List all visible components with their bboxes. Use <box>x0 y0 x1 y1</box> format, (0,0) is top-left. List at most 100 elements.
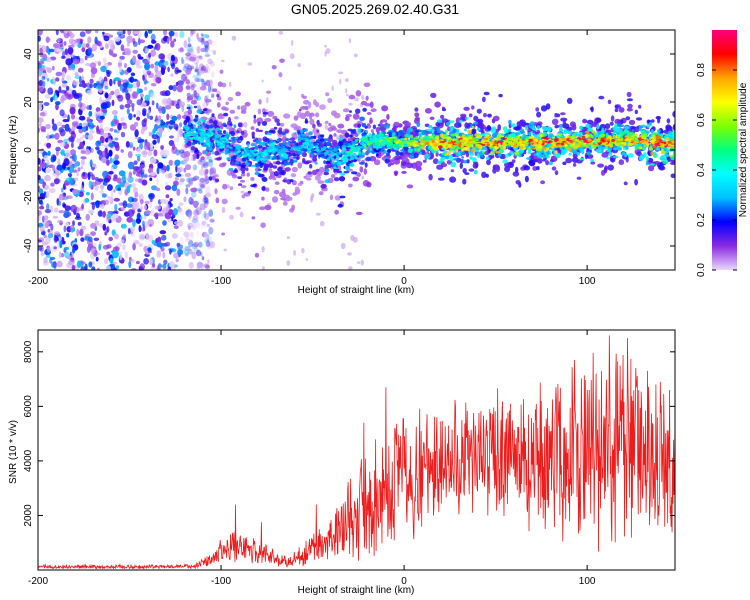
spectrogram-ridge-cell <box>304 110 311 117</box>
spectrogram-noise-cell <box>354 97 359 102</box>
spectrogram-ridge-cell <box>436 164 444 170</box>
spectrogram-noise-cell <box>119 65 122 73</box>
spectrogram-noise-cell <box>196 230 199 238</box>
spectrogram-noise-cell <box>207 84 212 93</box>
spectrogram-ridge-cell <box>292 192 298 196</box>
spectrogram-noise-cell <box>90 231 96 237</box>
spectrogram-ridge-cell <box>269 140 274 143</box>
spectrogram-noise-cell <box>169 248 172 255</box>
spectrogram-noise-cell <box>124 103 131 109</box>
spectrogram-noise-cell <box>110 190 114 198</box>
spectrogram-noise-cell <box>67 67 74 71</box>
spectrogram-ridge-cell <box>255 164 260 168</box>
spectrogram-ridge-cell <box>590 161 596 165</box>
spectrogram-noise-cell <box>82 172 86 177</box>
spectrogram-noise-cell <box>116 177 122 184</box>
spectrogram-noise-cell <box>192 225 197 231</box>
spectrogram-noise-cell <box>177 248 184 256</box>
spectrogram-ridge-cell <box>469 152 475 156</box>
spectrogram-noise-cell <box>100 65 107 73</box>
spectrogram-ridge-cell <box>613 147 617 151</box>
spectrogram-ridge-cell <box>386 131 392 135</box>
spectrogram-ridge-cell <box>301 151 307 158</box>
spectrogram-noise-cell <box>63 246 70 251</box>
spectrogram-ridge-cell <box>524 175 529 183</box>
spectrogram-noise-cell <box>198 241 203 248</box>
spectrogram-ridge-cell <box>618 159 625 166</box>
spectrogram-noise-cell <box>96 40 102 47</box>
spectrogram-noise-cell <box>155 43 161 51</box>
spectrogram-ridge-cell <box>339 176 346 182</box>
spectrogram-noise-cell <box>105 265 111 270</box>
spectrogram-noise-cell <box>187 208 192 216</box>
spectrogram-noise-cell <box>38 87 44 92</box>
spectrogram-noise-cell <box>155 76 162 84</box>
spectrogram-noise-cell <box>50 229 53 234</box>
spectrogram-ridge-cell <box>186 106 191 110</box>
spectrogram-noise-cell <box>142 220 145 228</box>
spectrogram-ridge-cell <box>486 124 491 131</box>
spectrogram-ridge-cell <box>519 119 526 127</box>
spectrogram-noise-cell <box>192 75 199 79</box>
spectrogram-ridge-cell <box>216 157 222 161</box>
spectrogram-ridge-cell <box>185 116 191 121</box>
spectrogram-noise-cell <box>195 62 198 69</box>
spectrogram-ridge-cell <box>192 124 196 127</box>
spectrogram-ridge-cell <box>201 144 207 147</box>
spectrogram-noise-cell <box>136 155 141 162</box>
spectrogram-noise-cell <box>172 266 176 270</box>
spectrogram-noise-cell <box>88 104 92 111</box>
spectrogram-ridge-cell <box>266 132 272 136</box>
spectrogram-ridge-cell <box>296 111 302 118</box>
spectrogram-ridge-cell <box>508 119 512 125</box>
spectrogram-ridge-cell <box>375 153 379 157</box>
spectrogram-ridge-cell <box>257 129 263 133</box>
spectrogram-ridge-cell <box>565 157 573 164</box>
spectrogram-ridge-cell <box>272 165 278 169</box>
spectrogram-noise-cell <box>58 193 66 201</box>
spectrogram-ridge-cell <box>278 142 284 146</box>
spectrogram-ridge-cell <box>260 222 266 228</box>
spectrogram-noise-cell <box>143 174 148 178</box>
spectrogram-noise-cell <box>211 93 215 98</box>
spectrogram-ridge-cell <box>543 149 549 152</box>
spectrogram-noise-cell <box>166 164 170 172</box>
spectrogram-ridge-cell <box>387 149 391 154</box>
spectrogram-noise-cell <box>160 246 165 252</box>
spectrogram-noise-cell <box>325 48 331 54</box>
spectrogram-noise-cell <box>172 208 178 216</box>
spectrogram-ridge-cell <box>231 160 235 164</box>
spectrogram-ridge-cell <box>568 147 572 152</box>
spectrogram-ridge-cell <box>449 150 455 153</box>
spectrogram-ridge-cell <box>559 127 562 131</box>
spectrogram-noise-cell <box>176 85 184 93</box>
spectrogram-ridge-cell <box>334 195 341 201</box>
spectrogram-noise-cell <box>127 227 131 235</box>
spectrogram-noise-cell <box>158 169 165 174</box>
spectrogram-ridge-cell <box>324 179 331 184</box>
spectrogram-ridge-cell <box>359 142 365 146</box>
spectrogram-ridge-cell <box>651 119 655 123</box>
spectrogram-ridge-cell <box>400 159 407 166</box>
spectrogram-ridge-cell <box>291 166 298 173</box>
spectrogram-ridge-cell <box>258 141 263 146</box>
spectrogram-noise-cell <box>74 162 77 170</box>
spectrogram-ridge-cell <box>349 156 355 160</box>
spectrogram-ridge-cell <box>423 159 427 163</box>
spectrogram-ridge-cell <box>670 173 675 179</box>
spectrogram-noise-cell <box>62 183 66 190</box>
spectrogram-ridge-cell <box>437 177 445 181</box>
spectrogram-ridge-cell <box>384 124 390 129</box>
spectrogram-noise-cell <box>109 258 114 264</box>
spectrogram-noise-cell <box>144 210 151 215</box>
spectrogram-noise-cell <box>185 184 191 188</box>
spectrogram-noise-cell <box>187 103 191 107</box>
spectrogram-noise-cell <box>164 212 172 220</box>
spectrogram-ridge-cell <box>414 107 419 112</box>
spectrogram-ridge-cell <box>190 187 198 193</box>
spectrogram-ridge-cell <box>537 125 541 130</box>
spectrogram-ridge-cell <box>250 126 255 130</box>
spectrogram-noise-cell <box>204 44 209 53</box>
spectrogram-noise-cell <box>106 184 113 191</box>
spectrogram-noise-cell <box>115 265 119 270</box>
